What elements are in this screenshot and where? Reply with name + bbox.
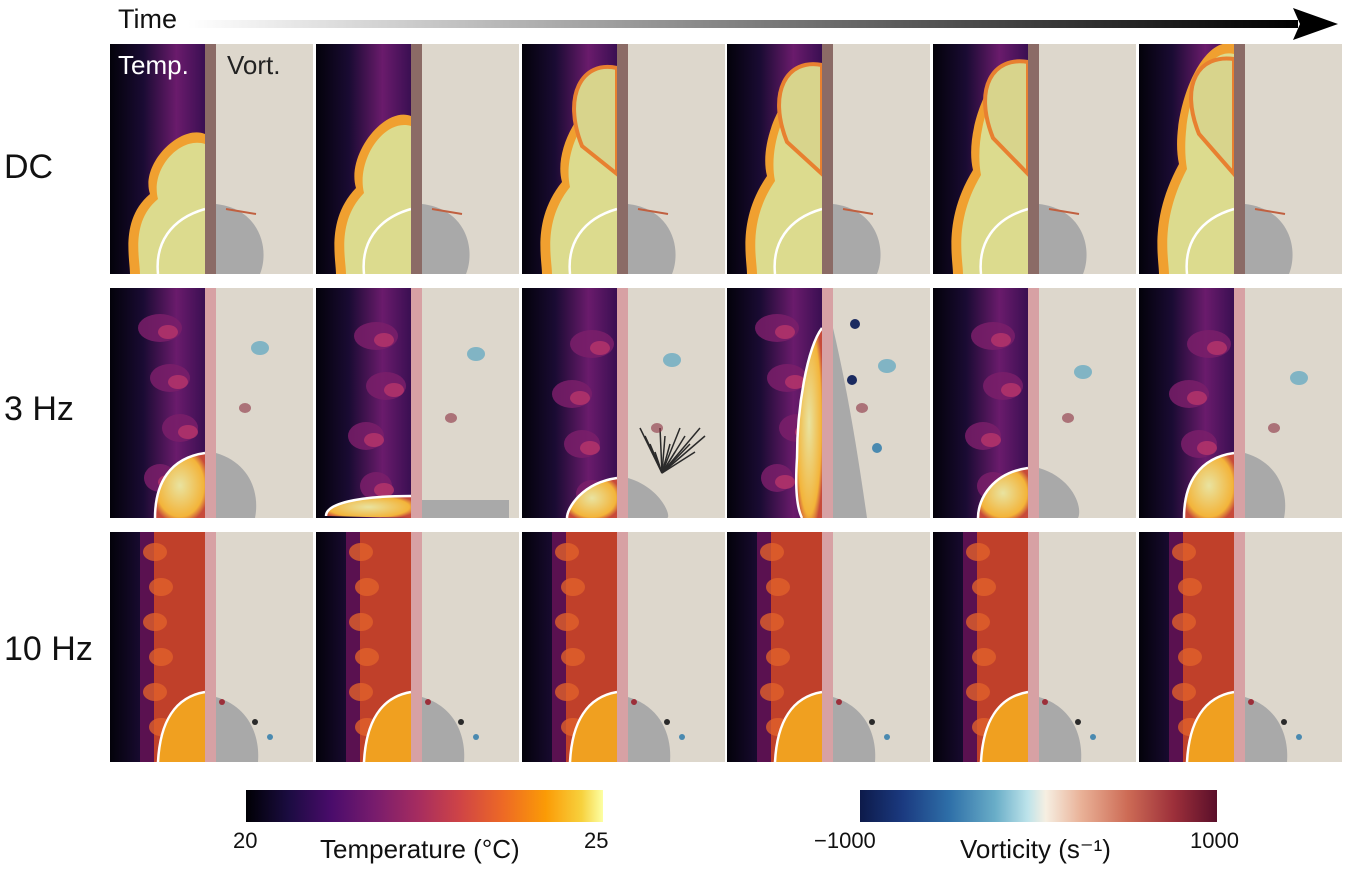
temperature-max-label: 25 [584,828,609,853]
panel-3hz-frame-1 [110,288,313,518]
vorticity-max-label: 1000 [1190,828,1239,853]
panel-10hz-frame-4 [727,532,931,762]
panel-dc-frame-6 [1139,44,1342,274]
vorticity-colorbar-title: Vorticity (s⁻¹) [960,834,1111,864]
panel-10hz-frame-6 [1139,532,1342,762]
simulation-panel-grid [110,44,1342,766]
time-label: Time [118,4,177,34]
vorticity-colorbar [860,790,1217,822]
panel-3hz-frame-3 [521,288,725,518]
panel-3hz-frame-5 [933,288,1137,518]
panel-10hz-frame-5 [933,532,1137,762]
temperature-panel-header: Temp. [118,50,189,80]
panel-dc-frame-4 [727,44,931,274]
temperature-colorbar [246,790,603,822]
panel-10hz-frame-1 [110,532,313,762]
panel-dc-frame-2 [315,44,519,274]
panel-10hz-frame-3 [521,532,725,762]
panel-dc-frame-1 [110,44,313,274]
temperature-min-label: 20 [233,828,258,853]
panel-3hz-frame-4 [727,288,931,518]
row-label-3hz: 3 Hz [4,390,74,428]
panel-dc-frame-3 [521,44,725,274]
panel-3hz-frame-6 [1139,288,1342,518]
vorticity-min-label: −1000 [814,828,876,853]
panel-3hz-frame-2 [315,288,519,518]
vorticity-panel-header: Vort. [227,50,281,80]
row-label-10hz: 10 Hz [4,630,93,668]
temperature-colorbar-title: Temperature (°C) [320,834,520,864]
panel-dc-frame-5 [933,44,1137,274]
time-arrow-icon [188,8,1338,40]
row-label-dc: DC [4,148,54,186]
panel-10hz-frame-2 [315,532,519,762]
